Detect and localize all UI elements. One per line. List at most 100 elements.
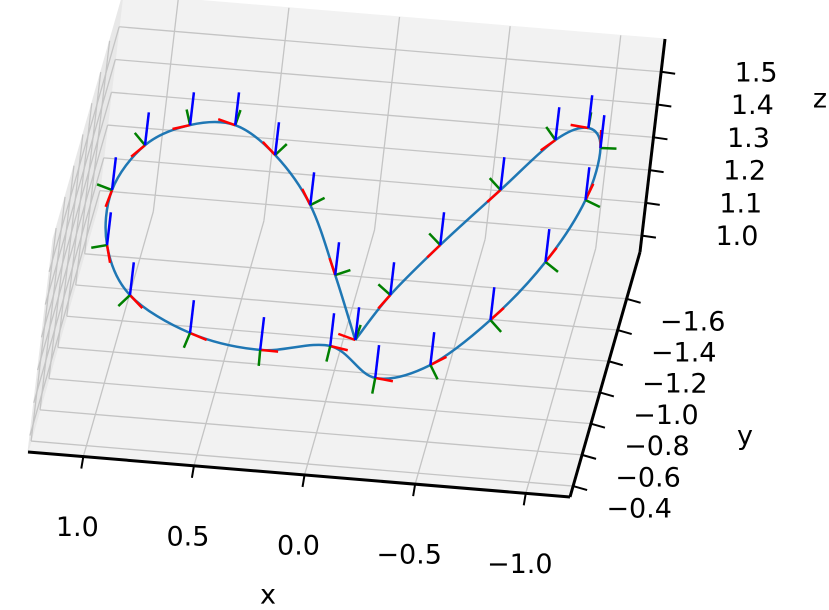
z-axis-label: z [813, 84, 827, 115]
frame-x-axis [329, 344, 349, 352]
grid-line [84, 253, 627, 300]
frame-x-axis [129, 294, 144, 310]
grid-line [263, 7, 290, 221]
frame-z-axis [499, 157, 506, 191]
grid-line [29, 190, 101, 436]
tick-mark [599, 391, 615, 398]
x-tick-label: −1.0 [487, 549, 553, 580]
frame-x-axis [105, 244, 112, 264]
tick-mark [657, 103, 672, 108]
tick-mark [661, 70, 676, 75]
frame-y-axis [584, 198, 601, 209]
z-tick-label: 1.0 [715, 221, 758, 252]
y-tick-label: −1.0 [633, 400, 699, 431]
frame-y-axis [429, 364, 439, 380]
grid-line [303, 229, 376, 476]
grid-line [193, 220, 265, 466]
x-tick-label: −0.5 [376, 540, 442, 571]
y-tick-label: −1.4 [651, 338, 717, 369]
z-tick-label: 1.3 [727, 123, 770, 154]
frame-z-axis [333, 242, 341, 276]
grid-line [115, 58, 658, 106]
grid-line [57, 346, 600, 394]
frame-x-axis [544, 247, 558, 263]
z-tick-label: 1.2 [723, 156, 766, 187]
frame-x-axis [130, 144, 146, 158]
frame-y-axis [182, 332, 192, 349]
tick-mark [572, 485, 588, 492]
frame-z-axis [128, 262, 136, 296]
tick-mark [653, 136, 668, 141]
frame-x-axis [429, 355, 448, 367]
frame-y-axis [133, 132, 146, 146]
axis-line [568, 251, 642, 498]
tick-mark [617, 329, 632, 335]
frame-x-axis [337, 332, 356, 342]
frame-x-axis [489, 307, 505, 321]
frame-x-axis [104, 189, 114, 208]
frame-z-axis [544, 228, 551, 263]
grid-line [31, 440, 574, 487]
frame-x-axis [328, 257, 337, 276]
grid-line [36, 124, 109, 371]
tick-mark [80, 456, 85, 469]
frame-z-axis [599, 115, 606, 149]
tick-mark [522, 493, 527, 506]
y-axis-label: y [737, 421, 753, 452]
axis-line [27, 450, 571, 499]
grid-line [82, 211, 154, 457]
frame-z-axis [389, 262, 396, 296]
frame-z-axis [584, 167, 591, 201]
frame-y-axis [117, 294, 131, 307]
tick-mark [645, 201, 660, 206]
tick-mark [641, 234, 657, 239]
frame-z-axis [429, 332, 436, 366]
frame-z-axis [233, 92, 241, 126]
grid-line [119, 26, 662, 73]
tick-mark [581, 453, 597, 460]
y-tick-label: −0.6 [615, 462, 681, 493]
frame-z-axis [373, 345, 381, 379]
grid-line [484, 26, 511, 240]
tick-mark [626, 297, 641, 304]
axis-line [638, 38, 667, 253]
grid-line [103, 157, 646, 204]
grid-line [373, 16, 401, 231]
frame-y-axis [91, 243, 108, 249]
frame-x-axis [570, 123, 589, 130]
frame-y-axis [257, 349, 262, 366]
x-tick-label: 0.0 [277, 530, 320, 561]
grid-line [48, 26, 120, 272]
frame-x-axis [426, 244, 442, 259]
frame-y-axis [371, 377, 377, 394]
frame-z-axis [258, 316, 266, 351]
grid-line [40, 92, 113, 338]
frame-x-axis [172, 123, 191, 131]
frame-y-axis [377, 283, 392, 296]
frame-y-axis [489, 319, 503, 333]
frame-x-axis [540, 138, 557, 152]
frame-x-axis [301, 188, 312, 206]
x-axis-label: x [260, 580, 276, 610]
grid-line [33, 157, 105, 404]
frame-y-axis [600, 146, 617, 150]
grid-line [152, 0, 179, 212]
frame-y-axis [274, 143, 288, 156]
frame-z-axis [554, 107, 561, 141]
frame-z-axis [353, 307, 361, 341]
frame-z-axis [188, 92, 196, 126]
frame-y-axis [96, 183, 113, 192]
frame-x-axis [260, 348, 279, 353]
frame-z-axis [110, 157, 118, 191]
z-tick-label: 1.1 [719, 188, 762, 219]
grid-line [99, 189, 642, 237]
grid-line [414, 238, 486, 485]
frame-x-axis [374, 376, 394, 383]
tick-mark [649, 169, 664, 174]
frame-x-axis [486, 189, 502, 203]
frame-z-axis [587, 95, 594, 129]
grid-line [48, 378, 592, 425]
y-tick-label: −1.6 [660, 306, 726, 337]
frame-z-axis [438, 212, 446, 246]
